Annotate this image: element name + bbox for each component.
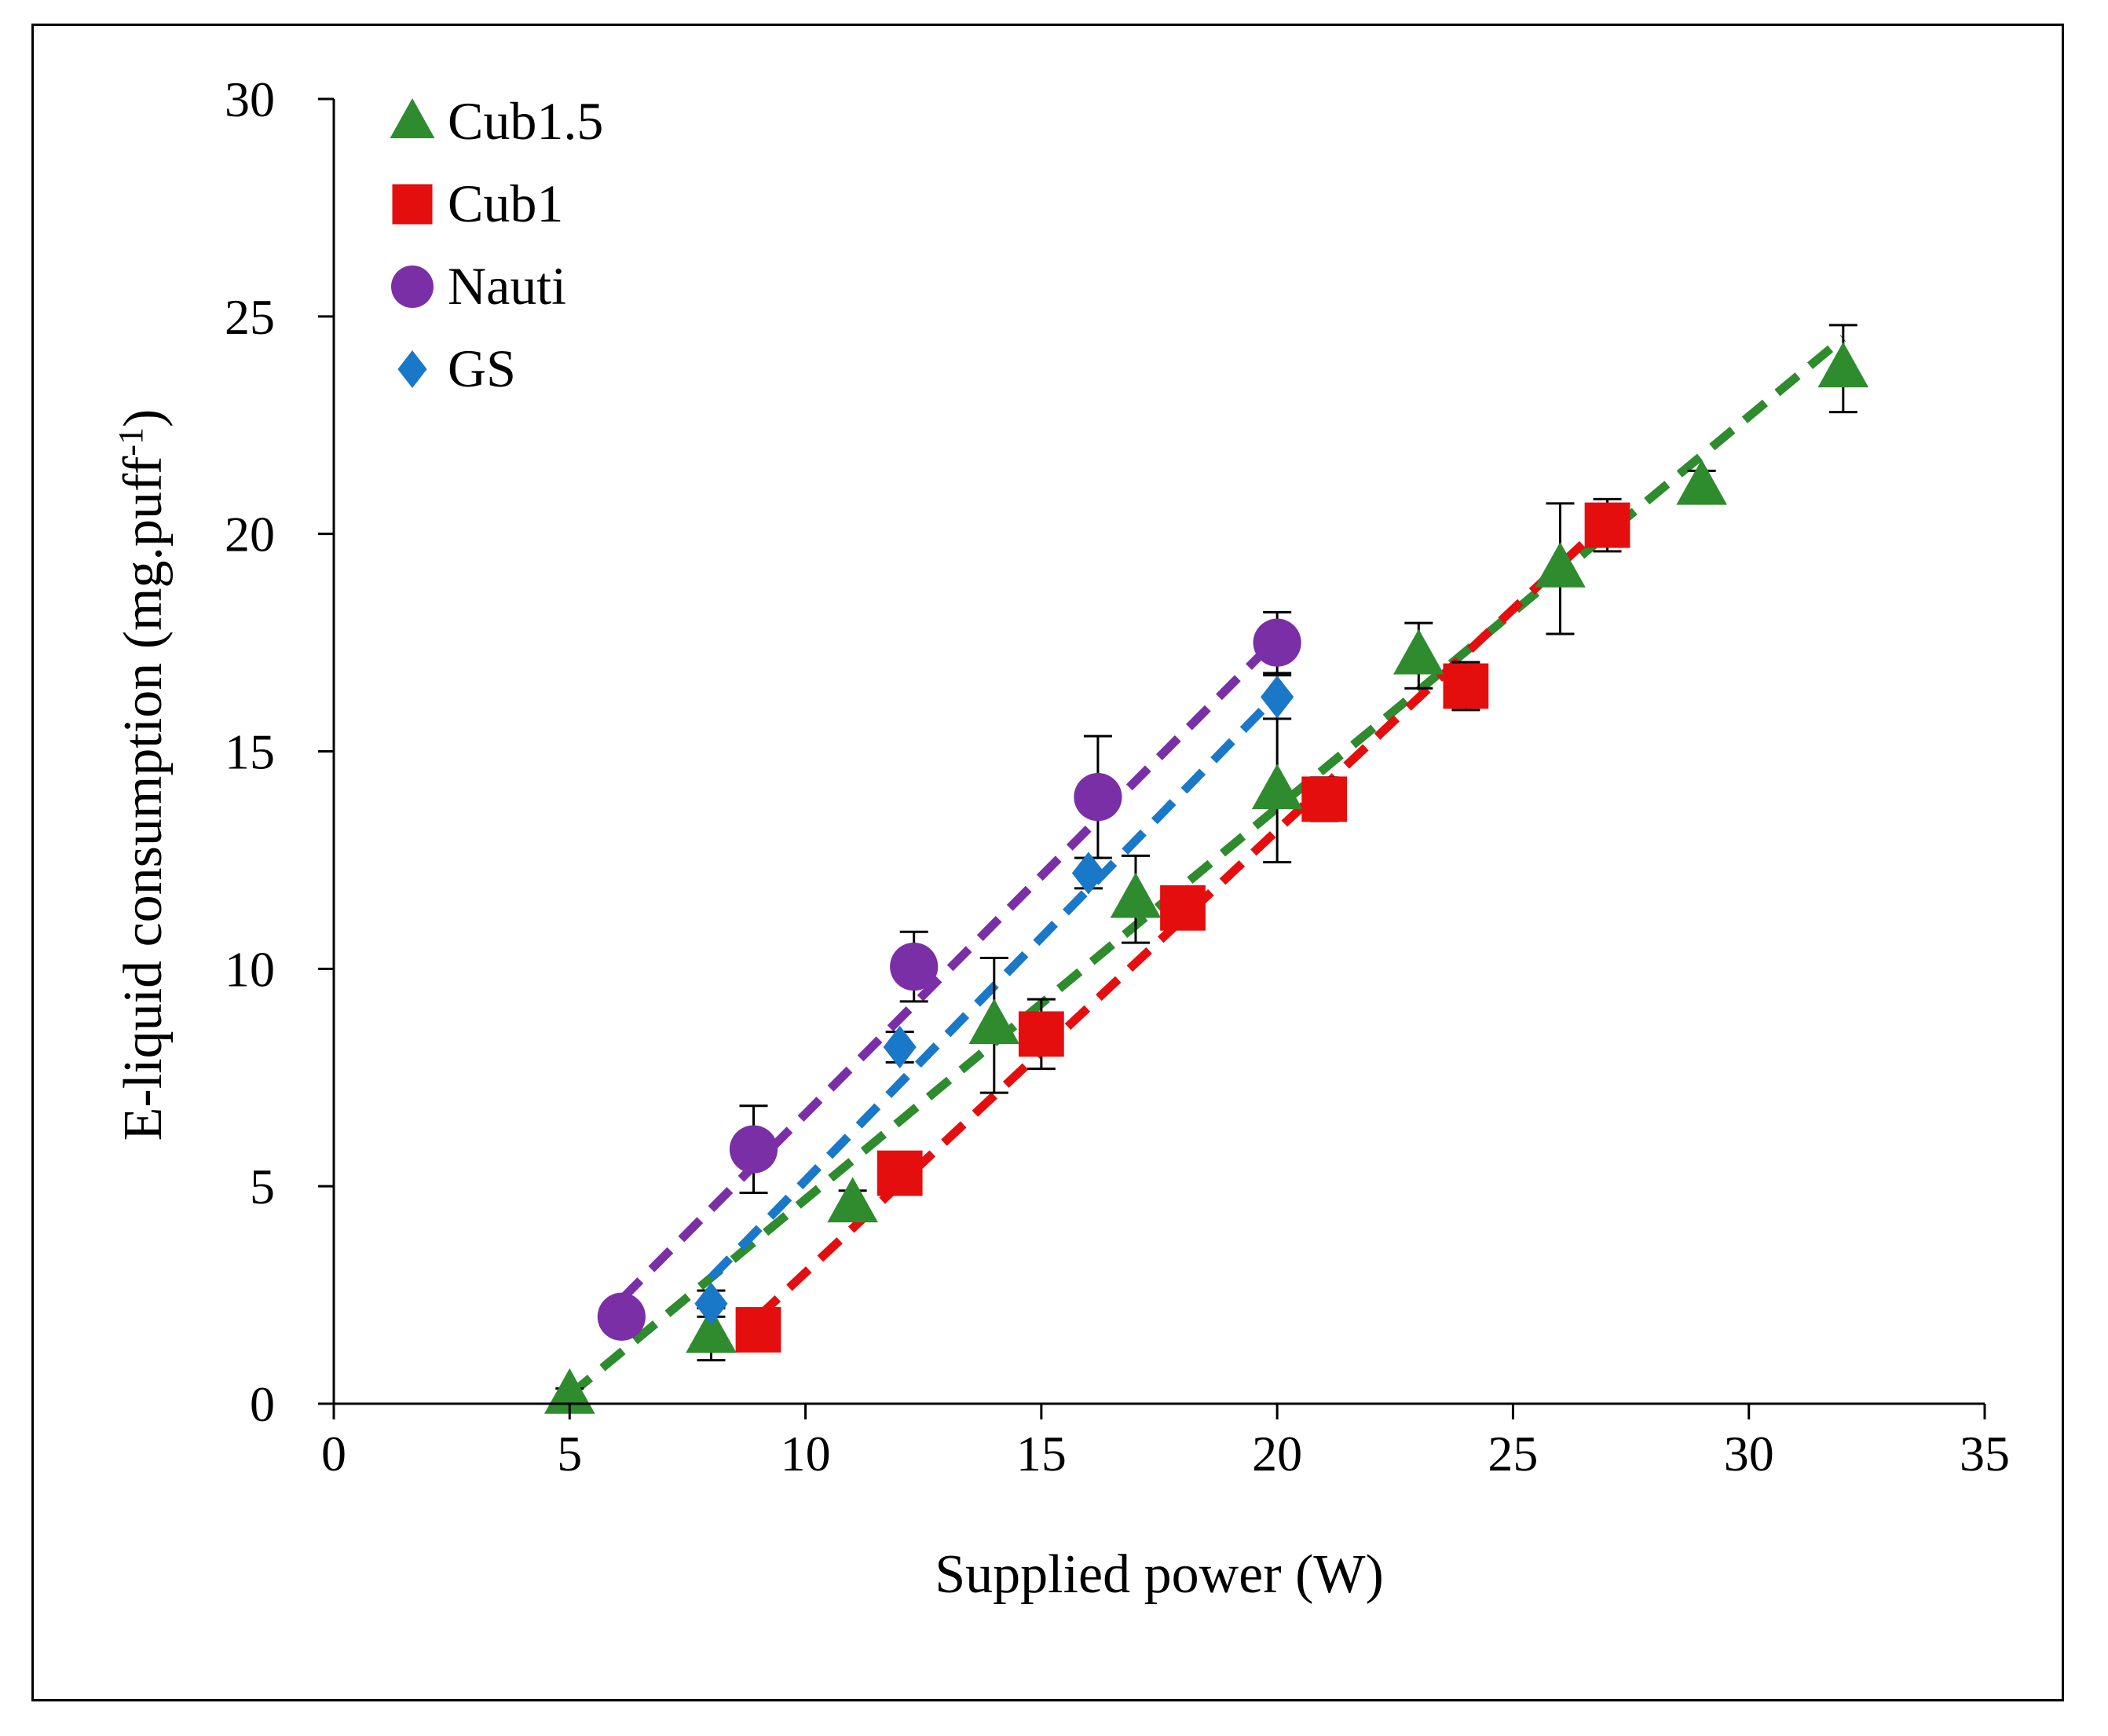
y-axis-title-close: ) bbox=[113, 409, 174, 427]
legend-item-cub1: Cub1 bbox=[392, 174, 563, 233]
x-axis-title: Supplied power (W) bbox=[935, 1544, 1384, 1605]
y-axis-title-superscript: -1 bbox=[112, 427, 150, 456]
data-point-cub1-5 bbox=[827, 1177, 878, 1223]
x-tick-label: 15 bbox=[1016, 1426, 1067, 1481]
data-point-cub1-5 bbox=[1110, 872, 1162, 918]
legend-item-gs: GS bbox=[397, 339, 516, 398]
legend: Cub1.5 Cub1 Nauti GS bbox=[390, 91, 603, 398]
data-point-cub1-5 bbox=[968, 998, 1020, 1045]
legend-marker-triangle bbox=[390, 98, 435, 138]
x-tick-label: 5 bbox=[557, 1426, 582, 1481]
data-point-cub1-5 bbox=[1676, 459, 1727, 505]
data-point-cub1 bbox=[1018, 1011, 1064, 1057]
y-tick-label: 0 bbox=[250, 1376, 275, 1432]
x-tick-label: 10 bbox=[781, 1426, 831, 1481]
x-tick-label: 0 bbox=[321, 1426, 346, 1481]
y-tick-label: 25 bbox=[225, 289, 275, 345]
axes: 0 5 10 15 20 25 30 0 5 10 15 20 25 30 35 bbox=[225, 71, 2010, 1481]
data-point-gs bbox=[1261, 676, 1294, 719]
trend-lines bbox=[566, 335, 1846, 1399]
x-tick-label: 35 bbox=[1960, 1426, 2010, 1481]
data-point-nauti bbox=[890, 942, 939, 991]
y-axis-title: E-liquid consumption (mg.puff-1) bbox=[112, 409, 174, 1141]
y-tick-label: 5 bbox=[250, 1159, 275, 1214]
legend-marker-diamond bbox=[397, 350, 427, 388]
legend-label-gs: GS bbox=[448, 339, 516, 398]
x-tick-label: 20 bbox=[1252, 1426, 1302, 1481]
legend-item-cub1-5: Cub1.5 bbox=[390, 91, 603, 151]
data-point-cub1-5 bbox=[1817, 342, 1869, 388]
data-point-nauti bbox=[597, 1292, 646, 1341]
legend-label-nauti: Nauti bbox=[448, 256, 566, 316]
trendline-cub1-5 bbox=[566, 335, 1846, 1399]
data-point-cub1 bbox=[1301, 776, 1348, 822]
data-point-nauti bbox=[729, 1125, 778, 1174]
data-point-cub1 bbox=[1160, 884, 1206, 931]
data-point-nauti bbox=[1253, 618, 1301, 667]
x-tick-label: 30 bbox=[1724, 1426, 1774, 1481]
data-point-cub1-5 bbox=[686, 1307, 737, 1353]
data-point-cub1 bbox=[1443, 663, 1489, 709]
legend-marker-square bbox=[392, 184, 433, 225]
data-point-gs bbox=[694, 1282, 728, 1325]
data-point-cub1 bbox=[735, 1306, 781, 1353]
legend-marker-circle bbox=[391, 266, 434, 308]
y-tick-label: 15 bbox=[225, 724, 275, 780]
data-point-cub1-5 bbox=[543, 1368, 595, 1414]
data-markers bbox=[543, 342, 1869, 1414]
data-point-cub1-5 bbox=[1535, 541, 1586, 588]
y-axis-title-main: E-liquid consumption (mg.puff bbox=[113, 456, 174, 1141]
data-point-nauti bbox=[1074, 773, 1122, 822]
data-point-gs bbox=[883, 1025, 917, 1069]
legend-label-cub1-5: Cub1.5 bbox=[448, 91, 603, 151]
x-tick-label: 25 bbox=[1488, 1426, 1538, 1481]
chart-frame bbox=[31, 24, 2064, 1701]
y-tick-label: 30 bbox=[225, 71, 275, 127]
y-tick-label: 20 bbox=[225, 507, 275, 562]
trendline-nauti bbox=[618, 635, 1281, 1302]
data-point-cub1 bbox=[877, 1150, 923, 1196]
legend-item-nauti: Nauti bbox=[391, 256, 566, 316]
data-point-cub1-5 bbox=[1251, 764, 1303, 810]
data-point-cub1 bbox=[1584, 502, 1630, 548]
y-tick-label: 10 bbox=[225, 941, 275, 997]
legend-label-cub1: Cub1 bbox=[448, 174, 563, 233]
data-point-cub1-5 bbox=[1393, 628, 1444, 675]
data-point-gs bbox=[1071, 852, 1105, 895]
